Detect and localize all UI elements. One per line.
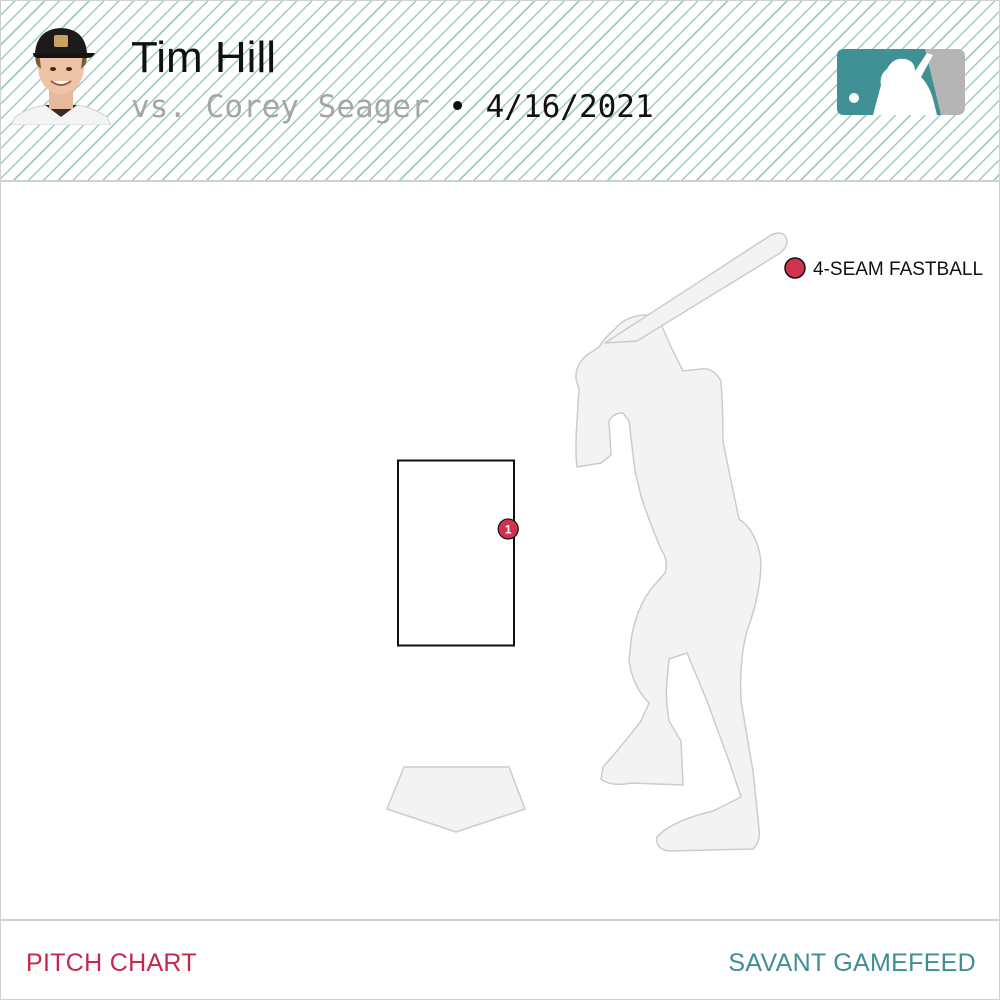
header-banner: Tim Hill vs. Corey Seager • 4/16/2021 xyxy=(1,1,999,182)
strike-zone xyxy=(397,459,515,647)
batter-name: vs. Corey Seager xyxy=(131,89,430,125)
pitch-chart-plot: 4-SEAM FASTBALL 1 xyxy=(386,232,983,852)
pitcher-headshot xyxy=(10,28,112,125)
matchup-line: vs. Corey Seager • 4/16/2021 xyxy=(131,87,654,127)
home-plate xyxy=(386,766,526,833)
game-date: 4/16/2021 xyxy=(485,89,654,125)
footer-bar: PITCH CHART SAVANT GAMEFEED xyxy=(1,919,999,999)
legend-label-4seam: 4-SEAM FASTBALL xyxy=(813,259,983,280)
batter-silhouette xyxy=(575,232,788,852)
pitch-chart-link[interactable]: PITCH CHART xyxy=(26,949,197,977)
pitch-markers: 1 xyxy=(497,518,519,540)
pitcher-name: Tim Hill xyxy=(131,33,276,82)
savant-gamefeed-link[interactable]: SAVANT GAMEFEED xyxy=(728,949,976,977)
separator-dot: • xyxy=(448,89,467,125)
legend: 4-SEAM FASTBALL xyxy=(784,257,983,280)
mlb-logo xyxy=(837,49,965,115)
pitch-number-label-1: 1 xyxy=(505,522,512,536)
legend-swatch-4seam xyxy=(784,257,806,279)
pitch-marker-1[interactable] xyxy=(497,518,519,540)
